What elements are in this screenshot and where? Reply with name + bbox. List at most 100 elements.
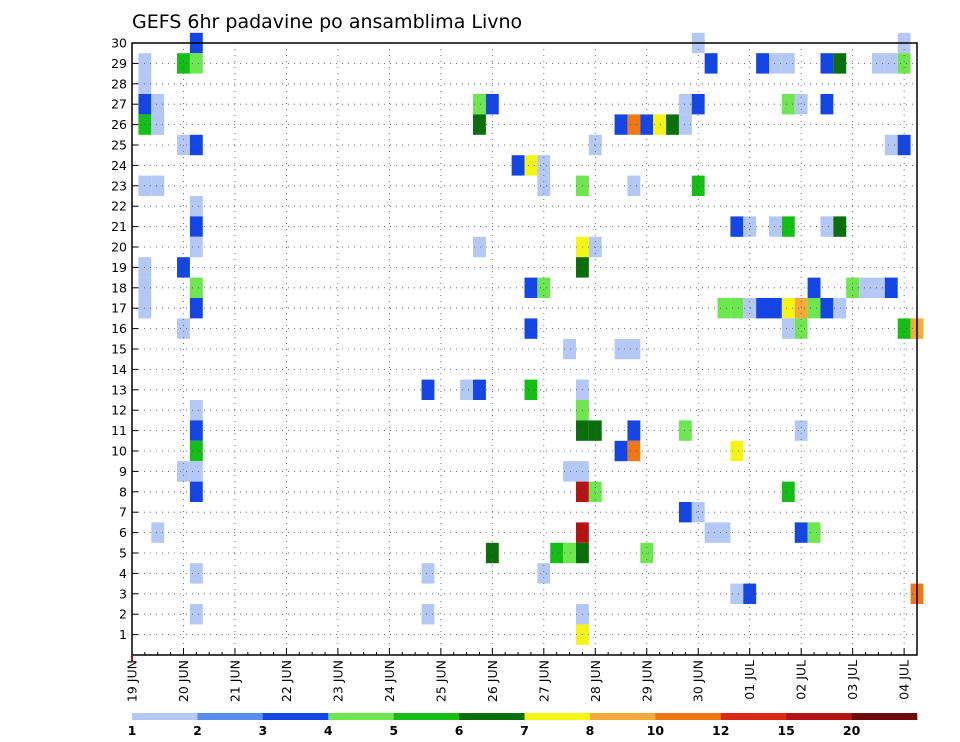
y-tick-label-25: 25 [111,138,127,153]
x-tick-label-1: 20 JUN [176,660,191,702]
precip-cell-m27-s43 [678,94,692,115]
y-tick-label-18: 18 [111,280,127,295]
y-tick-label-1: 1 [119,627,127,642]
precip-cell-m29-s59 [884,53,898,74]
legend-swatch-5 [459,713,525,720]
precip-cell-m23-s44 [691,175,705,196]
precip-cell-m17-s54 [820,298,834,319]
x-tick-label-11: 30 JUN [691,660,706,702]
precip-cell-m2-s23 [421,604,435,625]
precip-cell-m9-s5 [189,461,203,482]
legend-swatch-8 [655,713,722,720]
precip-cell-m4-s23 [421,563,435,584]
precip-cell-m4-s5 [189,563,203,584]
precip-cell-m16-s60 [897,318,911,339]
precip-cell-m17-s47 [730,298,744,319]
precip-cell-m6-s52 [794,522,808,543]
precip-cell-m3-s48 [743,583,757,604]
legend-label-1: 2 [193,723,202,738]
legend-swatch-1 [197,713,264,720]
precip-cell-m10-s47 [730,440,744,462]
y-tick-label-12: 12 [111,403,127,418]
precip-cell-m15-s39 [627,338,641,360]
precip-cell-m18-s57 [859,277,872,298]
precip-cells [138,32,924,645]
y-tick-label-8: 8 [119,484,127,499]
precip-cell-m29-s58 [871,53,885,74]
y-tick-label-27: 27 [111,97,127,112]
y-tick-label-15: 15 [111,342,127,357]
precip-cell-m13-s27 [473,379,486,400]
precip-cell-m17-s55 [833,298,847,319]
precip-cell-m10-s39 [627,440,641,462]
legend-swatch-6 [524,713,591,720]
precip-cell-m27-s44 [691,94,705,115]
y-tick-label-10: 10 [111,444,127,459]
y-tick-label-16: 16 [111,321,127,336]
precip-cell-m21-s51 [781,216,795,237]
legend-label-11: 20 [843,723,861,738]
precip-cell-m3-s47 [730,583,744,604]
legend-label-6: 7 [520,723,529,738]
precip-cell-m9-s4 [177,461,190,482]
precip-cell-m16-s51 [781,318,795,339]
legend-swatch-11 [851,713,918,720]
legend-swatch-7 [589,713,656,720]
precip-cell-m11-s5 [189,420,203,441]
x-tick-label-12: 01 JUL [742,660,757,700]
precip-cell-m6-s53 [807,522,821,543]
precip-cell-m17-s50 [769,298,782,319]
x-tick-label-3: 22 JUN [279,660,294,702]
y-axis: 1234567891011121314151617181920212223242… [111,36,138,642]
precip-cell-m10-s5 [189,440,203,462]
y-tick-label-22: 22 [111,199,127,214]
y-tick-label-19: 19 [111,260,127,275]
precip-cell-m26-s39 [627,114,641,135]
precip-cell-m16-s52 [794,318,808,339]
legend-label-4: 5 [389,723,398,738]
precip-cell-m21-s55 [833,216,847,237]
precip-cell-m20-s5 [189,236,203,258]
precip-cell-m18-s59 [884,277,898,298]
legend-label-5: 6 [455,723,464,738]
precip-cell-m24-s32 [537,155,551,176]
precip-cell-m2-s5 [189,604,203,625]
x-tick-label-7: 26 JUN [485,660,500,702]
x-tick-label-14: 03 JUL [845,660,860,700]
y-tick-label-6: 6 [119,525,127,540]
chart-title: GEFS 6hr padavine po ansamblima Livno [132,11,522,33]
precip-cell-m7-s44 [691,502,705,523]
precip-cell-m8-s36 [588,481,602,502]
precip-cell-m4-s32 [537,563,551,584]
precip-cell-m29-s5 [189,53,203,74]
precip-cell-m13-s26 [460,379,474,400]
precip-cell-m17-s46 [717,298,731,319]
precip-cell-m18-s58 [871,277,885,298]
precip-cell-m8-s5 [189,481,203,502]
precip-cell-m18-s53 [807,277,821,298]
precip-cell-m18-s5 [189,277,203,298]
legend-swatch-3 [328,713,394,720]
precip-cell-m29-s45 [704,53,718,74]
legend-swatch-2 [262,713,329,720]
precip-cell-m26-s38 [614,114,628,135]
plot-frame [131,42,918,656]
precip-cell-m17-s52 [794,298,808,319]
y-tick-label-13: 13 [111,382,127,397]
precip-cell-m6-s2 [151,522,165,543]
precip-cell-m24-s31 [524,155,538,176]
precip-cell-m11-s36 [588,420,602,441]
precip-cell-m10-s38 [614,440,628,462]
precip-cell-m29-s4 [177,53,190,74]
x-tick-label-8: 27 JUN [536,660,551,702]
precip-cell-m9-s34 [563,461,576,482]
precip-cell-m18-s32 [537,277,551,298]
y-tick-label-5: 5 [119,546,127,561]
precip-cell-m16-s4 [177,318,190,339]
precip-cell-m21-s50 [769,216,782,237]
precip-cell-m29-s50 [769,53,782,74]
y-tick-label-11: 11 [111,423,127,438]
precip-cell-m27-s2 [151,94,165,115]
precip-cell-m23-s39 [627,175,641,196]
